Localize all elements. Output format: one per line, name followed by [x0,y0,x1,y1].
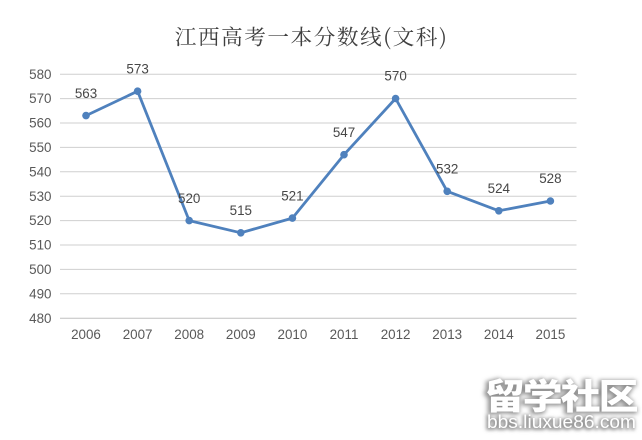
svg-text:530: 530 [29,189,51,204]
svg-text:570: 570 [384,69,406,84]
svg-text:540: 540 [29,164,51,179]
svg-text:480: 480 [29,311,51,326]
svg-text:2006: 2006 [71,327,101,342]
svg-text:2008: 2008 [174,327,204,342]
svg-text:bbs.liuxue86.com: bbs.liuxue86.com [487,412,636,432]
svg-text:2007: 2007 [123,327,153,342]
svg-text:2013: 2013 [432,327,462,342]
svg-text:528: 528 [539,171,561,186]
svg-text:2014: 2014 [484,327,514,342]
svg-text:490: 490 [29,286,51,301]
svg-text:510: 510 [29,238,51,253]
svg-text:bbs.liuxue86.com: bbs.liuxue86.com [487,412,636,432]
svg-text:532: 532 [436,162,458,177]
svg-text:570: 570 [29,91,51,106]
svg-text:2010: 2010 [278,327,308,342]
svg-text:2012: 2012 [381,327,411,342]
svg-text:2009: 2009 [226,327,256,342]
svg-text:563: 563 [75,86,97,101]
svg-text:500: 500 [29,262,51,277]
svg-text:2011: 2011 [330,327,359,342]
svg-text:524: 524 [488,181,511,196]
svg-text:547: 547 [333,125,355,140]
svg-text:550: 550 [29,140,51,155]
svg-text:521: 521 [281,188,303,203]
svg-text:573: 573 [126,61,148,76]
svg-text:520: 520 [178,191,200,206]
svg-text:560: 560 [29,116,51,131]
svg-text:520: 520 [29,213,51,228]
svg-text:580: 580 [29,67,51,82]
svg-text:2015: 2015 [536,327,566,342]
svg-text:515: 515 [230,203,252,218]
